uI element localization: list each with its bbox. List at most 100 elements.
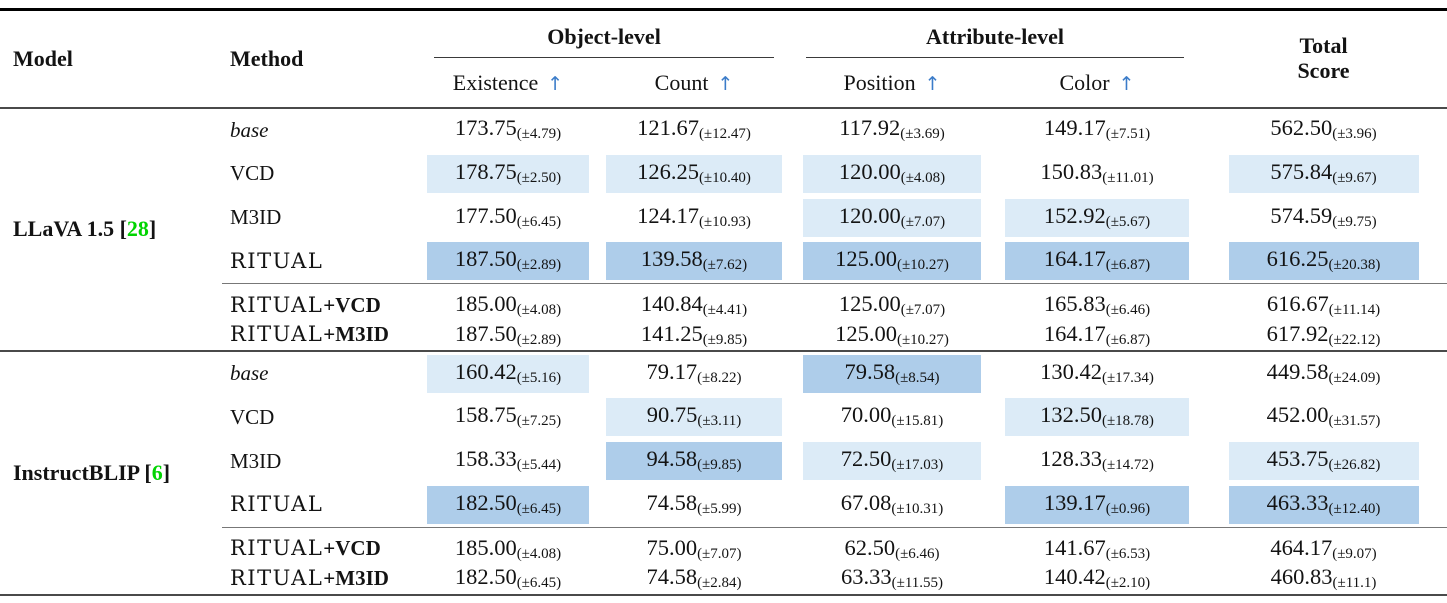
model-name-cell: InstructBLIP [6] (0, 350, 222, 595)
metric-cell: 124.17(±10.93) (598, 196, 790, 240)
highlight-box: 178.75(±2.50) (427, 154, 589, 193)
metric-value: 120.00 (838, 202, 901, 228)
highlight-box: 464.17(±9.07) (1229, 535, 1419, 563)
metric-std: (±4.41) (702, 302, 748, 318)
highlight-box: 616.67(±11.14) (1229, 291, 1419, 319)
metric-value: 562.50 (1270, 115, 1333, 140)
highlight-box: 74.58(±2.84) (606, 564, 782, 592)
metric-std: (±6.46) (895, 545, 940, 562)
metric-value: 121.67 (637, 115, 699, 140)
highlight-box: 164.17(±6.87) (1005, 321, 1189, 349)
metric-cell: 94.58(±9.85) (598, 439, 790, 483)
metric-cell: 72.50(±17.03) (790, 439, 994, 483)
highlight-box: 70.00(±15.81) (803, 398, 981, 436)
metric-cell: 130.42(±17.34) (994, 350, 1201, 395)
highlight-box: 463.33(±12.40) (1228, 485, 1419, 524)
metric-value: 150.83 (1040, 158, 1103, 184)
total-score-line2: Score (1297, 57, 1350, 83)
metric-std: (±10.93) (698, 213, 751, 230)
highlight-box: 94.58(±9.85) (606, 442, 782, 480)
metric-value: 182.50 (454, 564, 517, 589)
metric-value: 616.25 (1266, 246, 1329, 272)
citation-link[interactable]: 6 (151, 459, 163, 485)
highlight-box: 616.25(±20.38) (1228, 242, 1419, 281)
highlight-box: 574.59(±9.75) (1229, 199, 1419, 237)
metric-std: (±7.07) (900, 302, 946, 318)
method-label: M3ID (230, 448, 282, 473)
metric-cell: 125.00(±10.27) (790, 240, 994, 284)
metric-value: 158.75 (454, 402, 517, 427)
citation-bracket-close: ] (162, 459, 171, 485)
method-name: base (222, 350, 418, 395)
metric-cell: 165.83(±6.46) (994, 283, 1201, 319)
table-header: Model Method Object-level Attribute-leve… (0, 10, 1447, 108)
metric-value: 173.75 (454, 115, 517, 140)
metric-std: (±6.45) (516, 500, 562, 517)
group-label-object-level: Object-level (434, 24, 775, 59)
metric-cell: 67.08(±10.31) (790, 483, 994, 527)
metric-cell: 164.17(±6.87) (994, 240, 1200, 284)
metric-std: (±4.08) (900, 169, 946, 186)
metric-value: 152.92 (1043, 202, 1106, 228)
metric-std: (±6.45) (516, 213, 562, 230)
metric-std: (±5.16) (516, 369, 562, 386)
metric-std: (±15.81) (891, 413, 944, 429)
metric-value: 160.42 (454, 358, 517, 384)
metric-cell: 121.67(±12.47) (598, 108, 790, 152)
metric-value: 139.17 (1043, 489, 1106, 515)
metric-value: 125.00 (835, 246, 897, 272)
metric-value: 187.50 (454, 320, 517, 346)
metric-value: 117.92 (839, 115, 901, 140)
metric-cell: 139.58(±7.62) (598, 240, 790, 284)
method-name: M3ID (222, 196, 418, 240)
table-row: M3ID 158.33(±5.44) 94.58(±9.85) 72.50(±17.0… (0, 439, 1447, 483)
metric-std: (±2.84) (697, 575, 742, 591)
highlight-box: 126.25(±10.40) (606, 154, 782, 193)
table-row: RITUAL 187.50(±2.89) 139.58(±7.62) 125.00(±… (0, 240, 1447, 284)
highlight-box: 125.00(±10.27) (803, 321, 981, 349)
highlight-box: 79.17(±8.22) (606, 355, 782, 393)
metric-value: 125.00 (835, 320, 897, 346)
metric-value: 140.84 (640, 291, 703, 316)
up-arrow-icon: ↑ (547, 72, 564, 95)
metric-std: (±24.09) (1328, 369, 1381, 386)
method-name: M3ID (222, 439, 418, 483)
metric-cell: 452.00(±31.57) (1200, 395, 1447, 439)
metric-cell: 187.50(±2.89) (418, 240, 598, 284)
metric-std: (±3.96) (1332, 126, 1377, 142)
highlight-box: 79.58(±8.54) (803, 354, 982, 393)
metric-cell: 185.00(±4.08) (418, 283, 598, 319)
metric-value: 139.58 (640, 246, 703, 272)
highlight-box: 90.75(±3.11) (606, 398, 782, 436)
section-llava: LLaVA 1.5 [28] base 173.75(±4.79) 121.67(±1… (0, 108, 1447, 352)
up-arrow-icon: ↑ (717, 72, 734, 95)
metric-cell: 164.17(±6.87) (994, 319, 1200, 351)
results-table: Model Method Object-level Attribute-leve… (0, 8, 1447, 596)
highlight-box: 67.08(±10.31) (803, 486, 981, 524)
highlight-box: 141.25(±9.85) (606, 321, 782, 349)
highlight-box: 117.92(±3.69) (803, 111, 981, 149)
metric-cell: 70.00(±15.81) (790, 395, 994, 439)
metric-cell: 149.17(±7.51) (994, 108, 1200, 152)
metric-std: (±11.14) (1328, 302, 1381, 318)
metric-std: (±14.72) (1101, 457, 1154, 473)
citation-bracket-open: [ (119, 216, 127, 242)
metric-value: 575.84 (1270, 158, 1333, 184)
metric-std: (±22.12) (1328, 331, 1381, 348)
method-label: RITUAL (230, 492, 324, 517)
highlight-box: 120.00(±4.08) (803, 154, 982, 193)
metric-std: (±17.34) (1101, 369, 1154, 386)
citation-link[interactable]: 28 (126, 216, 149, 242)
metric-cell: 575.84(±9.67) (1200, 152, 1447, 196)
table-row: M3ID 177.50(±6.45) 124.17(±10.93) 120.00(±7… (0, 196, 1447, 240)
metric-std: (±8.22) (697, 369, 742, 386)
model-name: InstructBLIP (13, 459, 139, 485)
metric-value: 453.75 (1266, 446, 1329, 471)
highlight-box: 125.00(±7.07) (803, 291, 981, 319)
metric-value: 178.75 (454, 158, 517, 184)
metric-value: 67.08 (840, 489, 892, 515)
citation-bracket-close: ] (148, 216, 157, 242)
highlight-box: 62.50(±6.46) (803, 535, 981, 563)
model-name: LLaVA 1.5 (13, 216, 115, 242)
metric-value: 72.50 (840, 446, 892, 471)
